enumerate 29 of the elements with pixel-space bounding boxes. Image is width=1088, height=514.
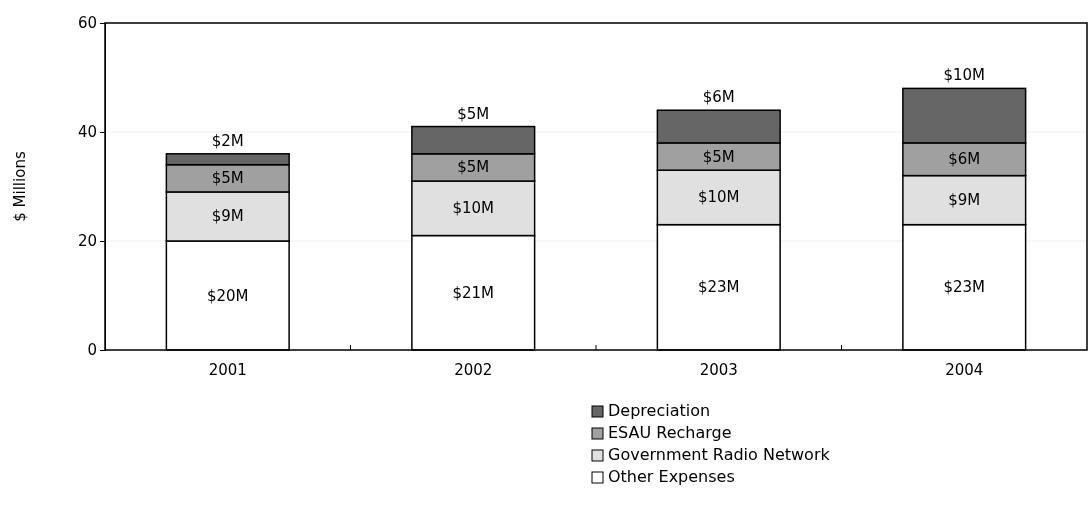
data-label: $5M [702,147,735,166]
x-tick-label: 2003 [699,360,738,379]
data-label: $5M [457,158,490,177]
data-label: $23M [697,278,740,297]
y-tick-label: 40 [77,123,97,142]
y-tick-label: 0 [87,341,97,360]
data-label: $9M [948,191,981,210]
data-label: $20M [206,286,249,305]
data-label: $9M [211,207,244,226]
data-label: $6M [948,150,981,169]
y-axis-title: $ Millions [11,151,29,222]
x-tick-label: 2002 [454,360,493,379]
y-tick-label: 60 [77,14,97,33]
data-label: $21M [452,283,495,302]
data-label: $10M [697,188,740,207]
data-label: $5M [211,169,244,188]
data-label: $6M [702,88,735,107]
x-tick-label: 2001 [208,360,247,379]
legend-label: ESAU Recharge [608,423,732,442]
data-label: $23M [943,278,986,297]
y-tick-label: 20 [77,232,97,251]
data-label: $10M [452,199,495,218]
x-tick-label: 2004 [945,360,984,379]
legend-label: Other Expenses [608,467,735,486]
data-label: $5M [457,104,490,123]
data-label: $2M [211,131,244,150]
legend-label: Depreciation [608,401,711,420]
legend-label: Government Radio Network [608,445,831,464]
data-label: $10M [943,66,986,85]
